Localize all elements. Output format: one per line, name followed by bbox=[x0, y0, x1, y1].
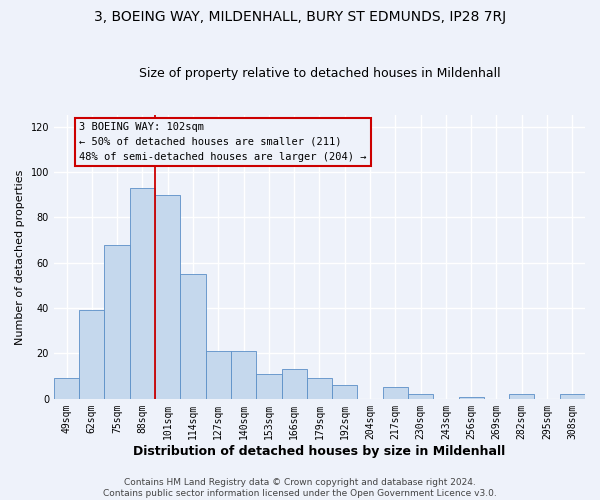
Text: Contains HM Land Registry data © Crown copyright and database right 2024.
Contai: Contains HM Land Registry data © Crown c… bbox=[103, 478, 497, 498]
Bar bbox=[155, 195, 181, 399]
Bar bbox=[79, 310, 104, 399]
Bar bbox=[206, 351, 231, 399]
Title: Size of property relative to detached houses in Mildenhall: Size of property relative to detached ho… bbox=[139, 66, 500, 80]
Bar bbox=[307, 378, 332, 399]
Bar bbox=[104, 244, 130, 399]
Bar bbox=[54, 378, 79, 399]
Text: 3 BOEING WAY: 102sqm
← 50% of detached houses are smaller (211)
48% of semi-deta: 3 BOEING WAY: 102sqm ← 50% of detached h… bbox=[79, 122, 367, 162]
Bar bbox=[458, 396, 484, 399]
Bar bbox=[560, 394, 585, 399]
X-axis label: Distribution of detached houses by size in Mildenhall: Distribution of detached houses by size … bbox=[133, 444, 506, 458]
Bar bbox=[509, 394, 535, 399]
Y-axis label: Number of detached properties: Number of detached properties bbox=[15, 170, 25, 345]
Bar bbox=[408, 394, 433, 399]
Bar bbox=[383, 388, 408, 399]
Text: 3, BOEING WAY, MILDENHALL, BURY ST EDMUNDS, IP28 7RJ: 3, BOEING WAY, MILDENHALL, BURY ST EDMUN… bbox=[94, 10, 506, 24]
Bar bbox=[130, 188, 155, 399]
Bar bbox=[256, 374, 281, 399]
Bar bbox=[332, 385, 358, 399]
Bar bbox=[231, 351, 256, 399]
Bar bbox=[281, 370, 307, 399]
Bar bbox=[181, 274, 206, 399]
